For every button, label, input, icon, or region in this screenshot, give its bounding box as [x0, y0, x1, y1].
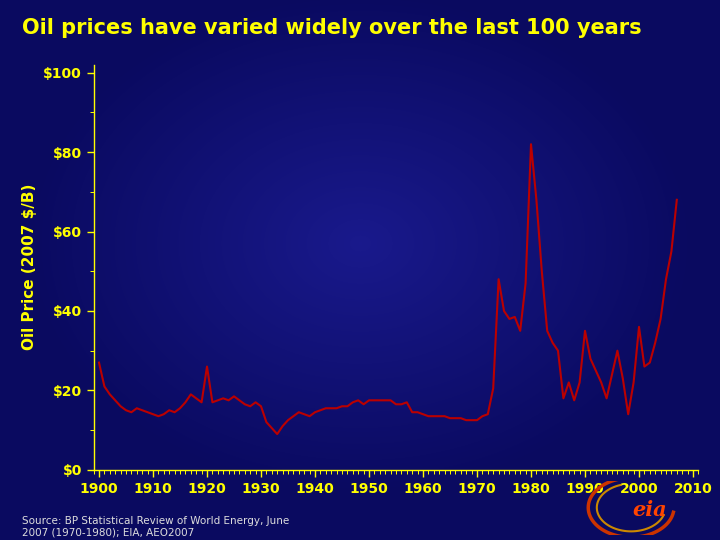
Text: eia: eia	[632, 500, 667, 521]
Text: Source: BP Statistical Review of World Energy, June
2007 (1970-1980); EIA, AEO20: Source: BP Statistical Review of World E…	[22, 516, 289, 537]
Text: Oil prices have varied widely over the last 100 years: Oil prices have varied widely over the l…	[22, 18, 642, 38]
Y-axis label: Oil Price (2007 $/B): Oil Price (2007 $/B)	[22, 184, 37, 350]
